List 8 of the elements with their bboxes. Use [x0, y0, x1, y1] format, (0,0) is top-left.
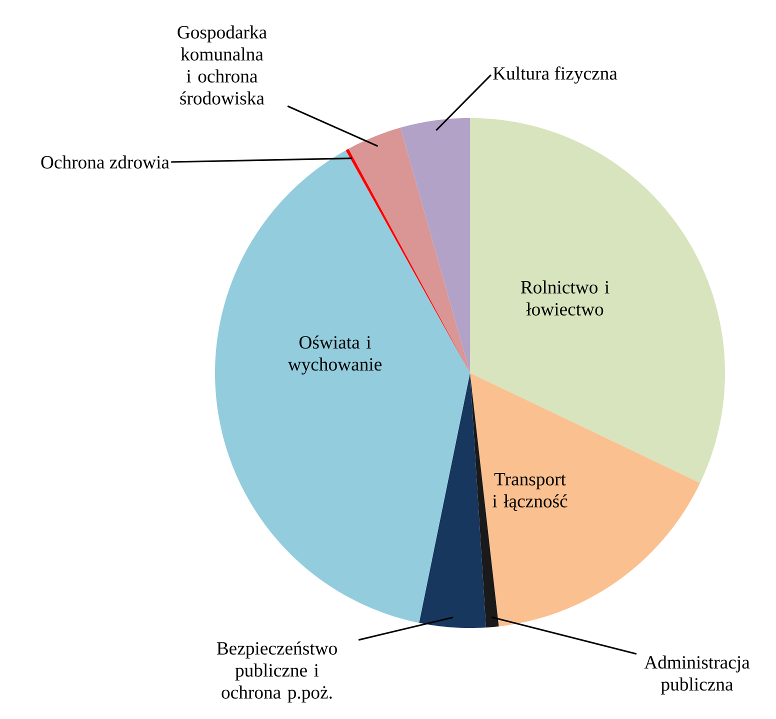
slice-label: Gospodarka komunalna i ochrona środowiska — [178, 25, 267, 105]
slice-label: Transport i łączność — [492, 473, 568, 511]
slice-label: Ochrona zdrowia — [41, 155, 170, 169]
slice-label: Oświata i wychowanie — [288, 335, 382, 375]
slice-label: Bezpieczeństwo publiczne i ochrona p.poż. — [216, 642, 337, 702]
slice-label: Kultura fizyczna — [493, 66, 618, 84]
slice-label: Administracja publiczna — [644, 656, 750, 694]
slice-label: Rolnictwo i łowiectwo — [520, 280, 610, 316]
